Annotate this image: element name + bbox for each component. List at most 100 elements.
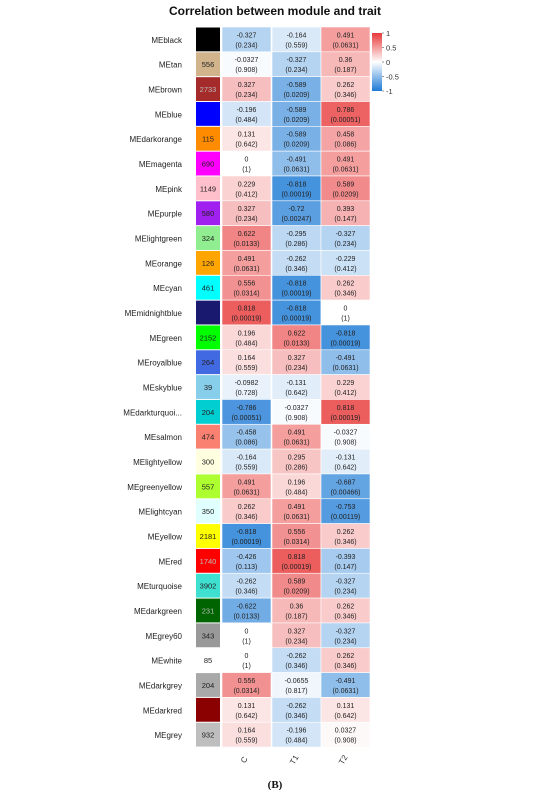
correlation-label: 0.36 — [290, 604, 304, 611]
module-color-swatch — [196, 399, 220, 424]
module-label: MEred — [158, 557, 182, 566]
heatmap-cell — [320, 349, 371, 375]
module-label: MEtan — [159, 61, 182, 70]
p-value-label: (0.484) — [235, 340, 257, 347]
p-value-label: (0.0314) — [283, 539, 309, 546]
correlation-label: -0.393 — [336, 554, 356, 561]
heatmap-cell — [221, 374, 272, 400]
heatmap-cell — [320, 51, 371, 77]
heatmap-cell — [221, 299, 272, 326]
p-value-label: (0.00019) — [282, 291, 312, 298]
p-value-label: (0.0631) — [233, 489, 259, 496]
correlation-label: 0.164 — [238, 355, 256, 362]
module-label: MEdarkgreen — [134, 607, 182, 616]
p-value-label: (0.346) — [285, 266, 307, 273]
p-value-label: (0.147) — [334, 216, 356, 223]
module-color-swatch — [196, 424, 220, 449]
correlation-label: 0.818 — [288, 554, 306, 561]
module-size-label: 126 — [202, 259, 215, 268]
module-label: MEblue — [155, 110, 183, 119]
p-value-label: (0.0209) — [283, 92, 309, 99]
module-label: MEbrown — [148, 86, 182, 95]
column-label: C — [239, 755, 250, 765]
correlation-label: -0.262 — [237, 579, 257, 586]
module-color-swatch — [196, 548, 220, 573]
module-color-swatch — [196, 300, 220, 325]
correlation-label: -0.491 — [336, 355, 356, 362]
correlation-label: 0.491 — [238, 256, 256, 263]
correlation-label: -0.818 — [237, 529, 257, 536]
heatmap-cell — [271, 200, 322, 226]
p-value-label: (0.0631) — [283, 514, 309, 521]
module-label: MElightgreen — [135, 235, 182, 244]
heatmap-cell — [320, 225, 371, 251]
correlation-label: 0.262 — [337, 604, 355, 611]
module-size-label: 580 — [202, 209, 215, 218]
correlation-label: -0.0982 — [235, 380, 259, 387]
module-label: MEmidnightblue — [125, 309, 183, 318]
module-color-swatch — [196, 697, 220, 722]
p-value-label: (0.0209) — [283, 589, 309, 596]
heatmap-cell — [320, 622, 371, 649]
module-color-swatch — [196, 325, 220, 350]
module-label: MEblack — [151, 36, 183, 45]
correlation-label: 0.131 — [238, 132, 256, 139]
correlation-label: -0.818 — [336, 330, 356, 337]
module-label: MEwhite — [151, 657, 182, 666]
p-value-label: (0.346) — [235, 514, 257, 521]
p-value-label: (0.234) — [285, 365, 307, 372]
correlation-label: -0.491 — [336, 678, 356, 685]
module-label: MEyellow — [148, 533, 182, 542]
correlation-label: 0.262 — [238, 504, 256, 511]
correlation-label: 0 — [344, 306, 348, 313]
correlation-label: -0.0655 — [285, 678, 309, 685]
p-value-label: (0.00019) — [232, 539, 262, 546]
p-value-label: (0.0631) — [332, 688, 358, 695]
module-size-label: 204 — [202, 408, 215, 417]
heatmap-cell — [271, 374, 322, 400]
heatmap-cell — [221, 498, 272, 524]
p-value-label: (0.234) — [334, 241, 356, 248]
correlation-label: -0.262 — [287, 256, 307, 263]
heatmap-cell — [221, 250, 272, 276]
legend-tick-label: -0.5 — [386, 73, 399, 82]
module-label: MEturquoise — [137, 582, 182, 591]
p-value-label: (0.484) — [235, 117, 257, 124]
correlation-label: 0.622 — [238, 231, 256, 238]
p-value-label: (0.642) — [235, 142, 257, 149]
p-value-label: (0.484) — [285, 489, 307, 496]
p-value-label: (0.412) — [235, 191, 257, 198]
p-value-label: (0.346) — [334, 614, 356, 621]
p-value-label: (0.346) — [285, 663, 307, 670]
correlation-label: -0.818 — [287, 181, 307, 188]
module-size-label: 2152 — [200, 333, 217, 342]
module-color-swatch — [196, 673, 220, 697]
legend-tick-label: 0 — [386, 58, 390, 67]
heatmap-cell — [271, 473, 322, 500]
p-value-label: (0.086) — [235, 440, 257, 447]
module-size-label: 39 — [204, 383, 212, 392]
module-size-label: 1740 — [200, 557, 217, 566]
correlation-label: 0.196 — [288, 479, 306, 486]
heatmap-cell — [320, 597, 371, 624]
p-value-label: (0.484) — [285, 738, 307, 745]
correlation-label: 0.786 — [337, 107, 355, 114]
heatmap-cell — [271, 175, 322, 202]
correlation-label: -0.0327 — [285, 405, 309, 412]
module-color-swatch — [196, 101, 220, 126]
module-label: MEgreenyellow — [127, 483, 182, 492]
correlation-label: 0.556 — [238, 678, 256, 685]
correlation-label: -0.458 — [237, 430, 257, 437]
p-value-label: (1) — [242, 663, 251, 670]
p-value-label: (0.234) — [285, 67, 307, 74]
p-value-label: (0.187) — [334, 67, 356, 74]
p-value-label: (0.234) — [235, 42, 257, 49]
correlation-label: -0.589 — [287, 132, 307, 139]
p-value-label: (0.286) — [285, 241, 307, 248]
correlation-label: 0.229 — [337, 380, 355, 387]
correlation-label: -0.327 — [237, 32, 257, 39]
correlation-label: 0.491 — [337, 32, 355, 39]
heatmap-cell — [320, 374, 371, 400]
correlation-label: -0.818 — [287, 281, 307, 288]
correlation-label: 0.262 — [337, 82, 355, 89]
